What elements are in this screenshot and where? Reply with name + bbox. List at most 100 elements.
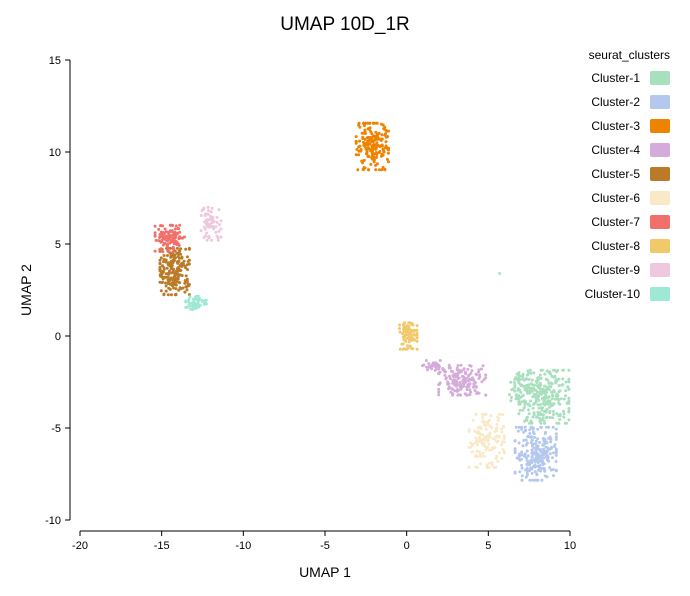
cluster-10-point bbox=[189, 307, 192, 311]
cluster-5-point bbox=[171, 278, 175, 282]
cluster-5-point bbox=[170, 267, 174, 271]
cluster-8-point bbox=[398, 323, 401, 327]
cluster-8-point bbox=[404, 333, 408, 337]
cluster-5-point bbox=[158, 268, 162, 272]
cluster-1-point bbox=[523, 399, 526, 403]
cluster-2-point bbox=[541, 459, 545, 463]
cluster-1-point bbox=[535, 381, 539, 385]
cluster-1-point bbox=[555, 412, 559, 416]
cluster-5-point bbox=[162, 260, 165, 264]
cluster-2-point bbox=[532, 464, 536, 468]
cluster-4-point bbox=[451, 381, 455, 385]
cluster-6-point bbox=[487, 433, 491, 437]
cluster-2-point bbox=[535, 472, 539, 476]
cluster-3-point bbox=[359, 149, 363, 153]
cluster-5-point bbox=[180, 255, 184, 259]
cluster-1-point bbox=[529, 419, 533, 423]
cluster-3-point bbox=[362, 124, 366, 128]
cluster-4-point bbox=[462, 381, 466, 385]
cluster-8-point bbox=[411, 323, 415, 327]
cluster-4-point bbox=[448, 374, 451, 378]
cluster-8-point bbox=[402, 328, 406, 332]
cluster-2-point bbox=[520, 457, 523, 461]
cluster-4-point bbox=[459, 387, 463, 391]
cluster-2-point bbox=[520, 450, 524, 454]
cluster-1-point bbox=[545, 369, 549, 373]
cluster-2-point bbox=[536, 427, 540, 431]
cluster-1-point bbox=[557, 377, 561, 381]
cluster-7-point bbox=[176, 242, 180, 246]
cluster-4-point bbox=[447, 363, 451, 367]
cluster-4-point bbox=[465, 388, 469, 391]
cluster-1-point bbox=[547, 388, 551, 392]
cluster-5-point bbox=[174, 256, 177, 260]
cluster-2-point bbox=[528, 432, 532, 435]
cluster-5-point bbox=[175, 272, 179, 276]
cluster-6-point bbox=[478, 452, 482, 456]
cluster-4-point bbox=[468, 388, 472, 392]
cluster-9-point bbox=[214, 230, 218, 234]
cluster-10-point bbox=[186, 305, 189, 309]
cluster-2-point bbox=[528, 478, 532, 482]
cluster-9-point bbox=[204, 221, 208, 225]
cluster-5-point bbox=[184, 285, 188, 289]
cluster-3-point bbox=[362, 121, 366, 125]
cluster-1-point bbox=[525, 389, 529, 393]
cluster-1-point bbox=[513, 383, 517, 387]
cluster-2-point bbox=[549, 440, 553, 444]
cluster-1-point bbox=[517, 394, 521, 398]
cluster-6-point bbox=[478, 436, 481, 440]
cluster-1-point bbox=[532, 371, 536, 375]
cluster-7-point bbox=[178, 235, 181, 239]
cluster-1-point bbox=[509, 380, 513, 384]
cluster-3-point bbox=[377, 151, 381, 155]
cluster-1-point bbox=[525, 418, 529, 422]
cluster-1-point bbox=[523, 387, 527, 390]
cluster-6-point bbox=[483, 423, 486, 427]
cluster-6-point bbox=[483, 435, 487, 439]
cluster-1-point bbox=[561, 409, 565, 413]
cluster-9-point bbox=[206, 212, 210, 216]
cluster-3-point bbox=[365, 149, 369, 153]
cluster-1-point bbox=[527, 408, 530, 412]
cluster-2-point bbox=[542, 462, 546, 466]
cluster-5-point bbox=[185, 288, 189, 292]
cluster-7-point bbox=[176, 227, 180, 230]
cluster-5-point bbox=[167, 286, 171, 290]
cluster-2-point bbox=[531, 478, 535, 482]
cluster-3-point bbox=[368, 126, 371, 130]
cluster-6-point bbox=[484, 448, 488, 452]
cluster-1-point bbox=[520, 400, 524, 404]
cluster-8-point bbox=[406, 324, 409, 328]
cluster-5-point bbox=[158, 262, 162, 266]
cluster-8-point bbox=[408, 344, 412, 348]
cluster-4-point bbox=[458, 385, 462, 389]
cluster-3-point bbox=[360, 159, 364, 163]
cluster-9-point bbox=[202, 225, 206, 229]
y-tick-label: -5 bbox=[51, 423, 61, 435]
cluster-2-point bbox=[554, 469, 558, 473]
cluster-2-point bbox=[538, 441, 541, 444]
cluster-2-point bbox=[554, 438, 558, 441]
cluster-6-point bbox=[493, 430, 497, 434]
cluster-1-point bbox=[538, 384, 542, 388]
cluster-9-point bbox=[199, 214, 203, 217]
cluster-1-point bbox=[567, 368, 571, 372]
cluster-1-point bbox=[547, 381, 551, 385]
cluster-9-point bbox=[211, 215, 215, 219]
cluster-4-point bbox=[477, 370, 481, 374]
cluster-2-point bbox=[530, 455, 534, 459]
cluster-2-point bbox=[551, 456, 554, 460]
cluster-4-point bbox=[438, 359, 442, 362]
cluster-10-point bbox=[195, 305, 199, 309]
cluster-6-point bbox=[500, 456, 504, 460]
cluster-1-point bbox=[540, 418, 544, 422]
cluster-2-point bbox=[548, 452, 552, 456]
cluster-2-point bbox=[530, 471, 534, 475]
cluster-5-point bbox=[158, 280, 162, 284]
cluster-5-point bbox=[184, 274, 188, 278]
cluster-4-point bbox=[472, 385, 475, 389]
cluster-4-point bbox=[447, 385, 451, 389]
cluster-8-point bbox=[402, 325, 406, 329]
cluster-4-point bbox=[425, 365, 429, 369]
